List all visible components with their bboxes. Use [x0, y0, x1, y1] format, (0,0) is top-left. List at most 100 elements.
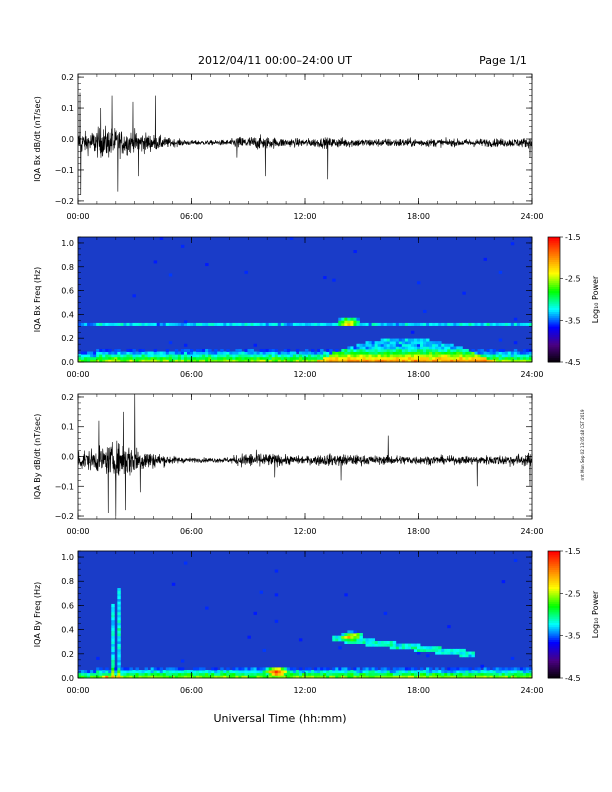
spectrogram-cell: [389, 672, 394, 676]
spectrogram-cell: [335, 354, 339, 358]
spectrogram-cell: [265, 667, 270, 671]
spectrogram-cell: [186, 359, 191, 363]
y-axis-label: IQA Bx Freq (Hz): [33, 267, 42, 333]
spectrogram-cell: [186, 322, 191, 326]
x-tick-label: 18:00: [407, 527, 430, 536]
spectrogram-cell: [117, 598, 121, 602]
spectrogram-cell: [274, 351, 279, 355]
colorbar-segment: [548, 291, 560, 294]
spectrogram-cell: [96, 351, 100, 355]
spectrogram-cell: [226, 348, 230, 352]
spectrogram-cell: [193, 356, 197, 360]
spectrogram-cell: [250, 356, 254, 360]
spectrogram-cell: [516, 672, 521, 676]
spectrogram-cell: [259, 590, 264, 594]
spectrogram-cell: [274, 670, 279, 674]
spectrogram-cell: [105, 670, 109, 674]
spectrogram-cell: [102, 356, 106, 360]
spectrogram-cell: [144, 672, 149, 676]
spectrogram-cell: [141, 356, 145, 360]
spectrogram-cell: [377, 348, 382, 352]
spectrogram-cell: [329, 675, 333, 679]
spectrogram-cell: [289, 237, 294, 240]
spectrogram-cell: [386, 338, 391, 342]
spectrogram-cell: [519, 322, 524, 326]
spectrogram-cell: [371, 638, 376, 642]
spectrogram-cell: [253, 667, 257, 671]
spectrogram-cell: [426, 341, 430, 345]
spectrogram-cell: [492, 667, 497, 671]
spectrogram-cell: [395, 338, 400, 342]
colorbar-segment: [548, 326, 560, 330]
spectrogram-cell: [368, 341, 372, 345]
spectrogram-cell: [277, 359, 282, 363]
spectrogram-cell: [162, 670, 167, 674]
spectrogram-cell: [135, 670, 139, 674]
spectrogram-cell: [423, 675, 427, 679]
spectrogram-cell: [395, 646, 400, 650]
spectrogram-cell: [510, 242, 515, 246]
spectrogram-cell: [486, 354, 491, 358]
spectrogram-cell: [132, 672, 136, 676]
spectrogram-cell: [410, 338, 415, 342]
spectrogram-cell: [522, 667, 527, 671]
spectrogram-cell: [420, 354, 424, 358]
spectrogram-cell: [244, 667, 248, 671]
spectrogram-cell: [444, 359, 448, 363]
spectrogram-cell: [105, 672, 109, 676]
colorbar-segment: [548, 597, 560, 601]
spectrogram-cell: [335, 356, 339, 360]
spectrogram-cell: [365, 638, 369, 642]
spectrogram-cell: [156, 351, 161, 355]
spectrogram-cell: [383, 338, 388, 342]
spectrogram-cell: [108, 359, 112, 363]
spectrogram-cell: [305, 667, 309, 671]
spectrogram-cell: [423, 343, 427, 347]
spectrogram-cell: [401, 646, 406, 650]
spectrogram-cell: [528, 322, 533, 326]
spectrogram-cell: [371, 354, 376, 358]
spectrogram-cell: [193, 359, 197, 363]
colorbar-segment: [548, 637, 560, 641]
spectrogram-cell: [205, 359, 209, 363]
spectrogram-cell: [507, 667, 512, 671]
spectrogram-cell: [489, 359, 494, 363]
colorbar-segment: [548, 278, 560, 282]
spectrogram-cell: [208, 356, 212, 360]
spectrogram-cell: [462, 648, 466, 652]
spectrogram-cell: [177, 670, 182, 674]
spectrogram-cell: [241, 351, 245, 355]
spectrogram-cell: [274, 356, 279, 360]
spectrogram-cell: [459, 348, 463, 352]
spectrogram-cell: [441, 354, 445, 358]
spectrogram-cell: [301, 675, 306, 679]
colorbar-segment: [548, 578, 560, 582]
spectrogram-cell: [450, 648, 454, 652]
colorbar-segment: [548, 639, 560, 643]
spectrogram-cell: [410, 646, 415, 650]
spectrogram-cell: [196, 670, 200, 674]
y-tick-label: 0.0: [61, 135, 74, 144]
spectrogram-cell: [247, 359, 251, 363]
spectrogram-cell: [174, 672, 179, 676]
spectrogram-cell: [513, 359, 518, 363]
spectrogram-cell: [356, 322, 360, 326]
spectrogram-cell: [389, 338, 394, 342]
spectrogram-cell: [126, 675, 130, 679]
colorbar-segment: [548, 580, 560, 584]
spectrogram-cell: [317, 356, 321, 360]
spectrogram-cell: [453, 667, 457, 671]
spectrogram-cell: [429, 354, 433, 358]
spectrogram-cell: [501, 351, 506, 355]
spectrogram-cell: [471, 359, 475, 363]
spectrogram-cell: [117, 648, 121, 652]
spectrogram-cell: [389, 646, 394, 650]
spectrogram-cell: [123, 351, 127, 355]
spectrogram-cell: [99, 354, 103, 358]
spectrogram-cell: [362, 675, 366, 679]
spectrogram-cell: [141, 670, 145, 674]
spectrogram-cell: [456, 354, 460, 358]
spectrogram-cell: [102, 351, 106, 355]
spectrogram-cell: [90, 675, 94, 679]
spectrogram-cell: [420, 359, 424, 363]
